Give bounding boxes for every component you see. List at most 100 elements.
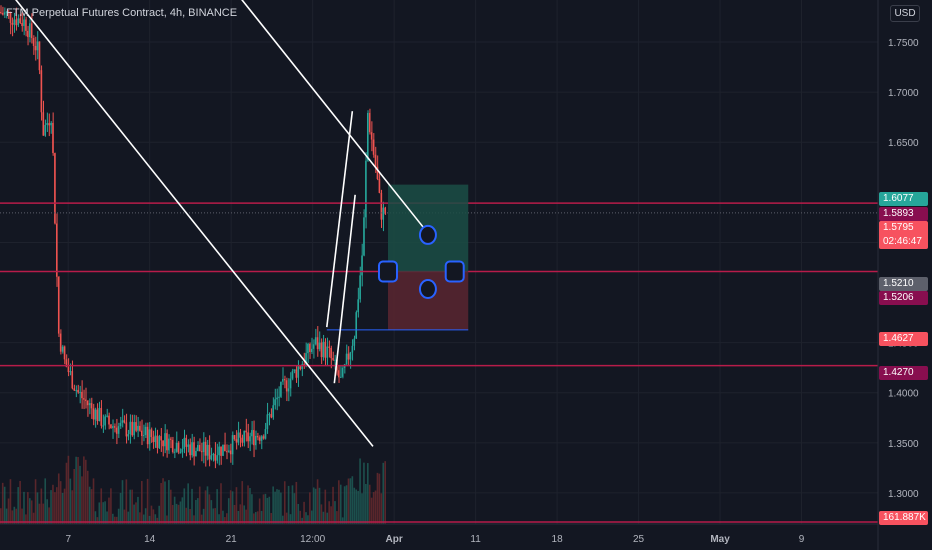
volume-bar: [233, 504, 236, 524]
candle-body: [69, 371, 72, 373]
candle-body: [156, 435, 159, 448]
volume-bar: [266, 497, 269, 524]
candle-body: [291, 370, 294, 379]
volume-bar: [347, 478, 350, 524]
candle-body: [36, 41, 39, 51]
volume-bar: [75, 456, 77, 524]
volume-bar: [229, 490, 232, 524]
candle-body: [142, 435, 145, 437]
volume-bar: [243, 505, 245, 524]
currency-button[interactable]: USD: [890, 5, 920, 22]
volume-bar: [181, 497, 184, 524]
left-handle: [377, 260, 398, 283]
candle-body: [355, 312, 358, 339]
candle-body: [361, 255, 363, 276]
candle-body: [48, 123, 50, 126]
volume-bar: [46, 499, 48, 524]
candle-body: [235, 439, 238, 443]
volume-bar: [324, 489, 327, 524]
x-tick-label: 25: [633, 534, 645, 545]
candle-body: [274, 399, 276, 406]
volume-bar: [162, 478, 164, 524]
volume-bar: [353, 487, 356, 524]
volume-bar: [144, 508, 147, 524]
candle-body: [117, 426, 120, 434]
candle-body: [179, 452, 182, 454]
price-tag: 1.5893: [879, 207, 928, 221]
candle-body: [3, 12, 6, 15]
candle-body: [191, 442, 193, 456]
candle-body: [21, 23, 23, 27]
x-axis: 7 14 21 12:00 Apr 11 18 25 May 9: [0, 523, 878, 545]
candle-body: [357, 299, 359, 313]
volume-bar: [253, 513, 255, 524]
volume-bar: [7, 498, 10, 524]
candle-body: [312, 344, 315, 349]
candle-body: [65, 359, 68, 368]
stop-handle: [418, 279, 437, 300]
candle-body: [13, 19, 16, 25]
volume-bar: [222, 510, 224, 524]
candle-body: [260, 436, 263, 441]
candle-body: [283, 379, 286, 381]
volume-bar: [295, 481, 298, 524]
volume-bar: [88, 486, 91, 524]
volume-bar: [123, 509, 126, 524]
volume-bar: [183, 488, 186, 524]
candle-body: [46, 123, 48, 125]
countdown-label: 02:46:47: [883, 236, 922, 247]
candle-body: [50, 122, 52, 126]
volume-bar: [30, 500, 33, 524]
candle-body: [316, 337, 319, 350]
price-tag: 161.887K: [879, 511, 928, 525]
volume-bar: [384, 461, 386, 524]
candle-body: [218, 446, 220, 456]
volume-bar: [119, 492, 122, 524]
y-axis-background: [878, 0, 932, 550]
volume-bar: [152, 509, 155, 524]
volume-bar: [185, 507, 188, 524]
candle-body: [282, 379, 284, 382]
y-tick-label: 1.7500: [888, 38, 919, 49]
volume-bar: [376, 472, 379, 524]
candle-body: [320, 342, 323, 358]
candle-body: [110, 424, 112, 429]
volume-bar: [137, 496, 139, 524]
candle-body: [380, 192, 383, 220]
candle-body: [322, 341, 325, 358]
candle-body: [363, 217, 365, 256]
candle-body: [73, 388, 76, 391]
volume-bar: [276, 489, 278, 524]
volume-bar: [77, 457, 79, 524]
y-tick-label: 1.3500: [888, 439, 919, 450]
volume-bar: [86, 470, 89, 524]
volume-bar: [318, 487, 321, 524]
volume-bar: [262, 494, 265, 524]
candle-body: [94, 409, 97, 420]
candle-body: [150, 429, 153, 438]
candle-body: [71, 371, 74, 389]
volume-bar: [57, 473, 60, 524]
candle-body: [135, 422, 137, 431]
volume-bar: [135, 502, 137, 524]
volume-bar: [198, 486, 201, 524]
right-handle: [444, 260, 465, 283]
candle-body: [258, 437, 261, 441]
candle-body: [310, 348, 313, 353]
volume-bar: [171, 504, 174, 524]
candle-body: [38, 41, 41, 71]
candle-body: [239, 432, 242, 438]
candle-body: [86, 400, 89, 406]
volume-bar: [291, 485, 294, 524]
x-tick-label: 12:00: [300, 534, 325, 545]
volume-bar: [19, 480, 21, 524]
candle-body: [233, 435, 236, 440]
candle-body: [266, 414, 269, 430]
candle-body: [287, 388, 290, 392]
volume-bar: [368, 484, 371, 524]
candle-body: [104, 416, 106, 426]
volume-bar: [297, 503, 300, 524]
candle-body: [214, 453, 217, 461]
y-tick-label: 1.7000: [888, 88, 919, 99]
